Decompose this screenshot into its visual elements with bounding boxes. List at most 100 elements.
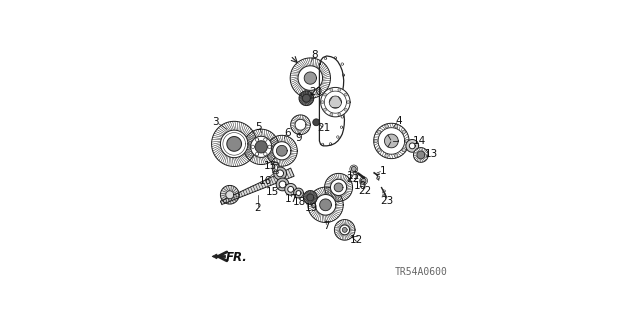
Circle shape [361,178,366,183]
Polygon shape [255,152,259,156]
Polygon shape [220,185,239,204]
Polygon shape [319,199,332,211]
Text: TR54A0600: TR54A0600 [394,267,447,277]
Polygon shape [402,130,406,134]
Polygon shape [385,134,398,148]
Text: 19: 19 [305,203,318,213]
Polygon shape [266,135,298,166]
Polygon shape [273,142,291,160]
Polygon shape [410,143,415,149]
Text: 10: 10 [353,181,367,191]
Circle shape [376,177,379,180]
Circle shape [378,176,380,179]
Text: 3: 3 [212,117,219,127]
Polygon shape [338,113,341,116]
Ellipse shape [274,165,278,171]
Polygon shape [334,183,343,192]
Polygon shape [374,123,409,159]
Text: 16: 16 [259,176,272,186]
Polygon shape [323,108,326,111]
Text: 9: 9 [295,133,302,143]
Polygon shape [220,130,248,158]
Polygon shape [338,88,341,91]
Polygon shape [288,186,294,192]
Polygon shape [251,136,272,157]
Polygon shape [417,151,425,159]
Polygon shape [303,94,310,102]
Polygon shape [290,58,330,98]
Polygon shape [321,101,324,104]
Text: 2: 2 [255,203,261,213]
Polygon shape [298,66,323,90]
Polygon shape [313,119,319,126]
Polygon shape [413,148,428,162]
Polygon shape [295,119,306,130]
Text: 5: 5 [255,122,262,132]
Polygon shape [405,139,408,143]
Polygon shape [406,139,419,152]
Polygon shape [303,190,317,204]
Ellipse shape [272,162,279,174]
Polygon shape [291,115,310,135]
Polygon shape [324,174,353,201]
Polygon shape [296,190,301,196]
Polygon shape [285,183,296,195]
Polygon shape [251,145,255,149]
Polygon shape [342,227,347,232]
Polygon shape [340,225,349,235]
Text: 15: 15 [266,187,279,197]
Text: 11: 11 [347,171,360,181]
Polygon shape [394,124,398,128]
Polygon shape [294,188,303,198]
Polygon shape [276,170,284,177]
Polygon shape [279,181,286,188]
Polygon shape [299,91,314,106]
Text: 12: 12 [350,235,363,245]
Polygon shape [212,121,257,167]
Text: 23: 23 [380,196,394,206]
Text: 22: 22 [346,174,359,184]
Polygon shape [344,93,348,96]
Polygon shape [344,108,348,111]
Polygon shape [304,72,316,84]
Polygon shape [394,154,398,157]
Text: 13: 13 [424,150,438,160]
Polygon shape [374,139,378,143]
Polygon shape [321,87,350,117]
Text: 22: 22 [358,186,371,196]
Polygon shape [276,178,289,191]
Polygon shape [264,152,267,156]
Polygon shape [220,168,294,204]
Polygon shape [347,101,349,104]
Polygon shape [330,88,333,91]
Text: 4: 4 [396,116,402,126]
Polygon shape [212,254,217,259]
Text: 1: 1 [380,166,386,176]
Text: 17: 17 [285,194,298,204]
Text: FR.: FR. [225,251,247,264]
Text: 21: 21 [317,123,330,133]
Polygon shape [402,148,406,152]
Circle shape [351,167,356,171]
Polygon shape [226,191,234,199]
Polygon shape [274,167,287,180]
Polygon shape [378,128,404,154]
Polygon shape [334,219,355,240]
Polygon shape [264,138,267,141]
Polygon shape [385,154,388,157]
Polygon shape [276,145,287,156]
Text: 18: 18 [293,197,307,207]
Polygon shape [316,195,336,215]
Polygon shape [377,130,381,134]
Text: 7: 7 [323,221,330,231]
Polygon shape [329,96,342,108]
Polygon shape [307,194,314,201]
Polygon shape [385,124,388,128]
Text: 6: 6 [285,128,291,138]
Text: 15: 15 [264,160,277,171]
Polygon shape [227,137,241,151]
Polygon shape [330,113,333,116]
Polygon shape [308,187,343,222]
Polygon shape [255,141,268,153]
Text: 14: 14 [413,136,426,146]
